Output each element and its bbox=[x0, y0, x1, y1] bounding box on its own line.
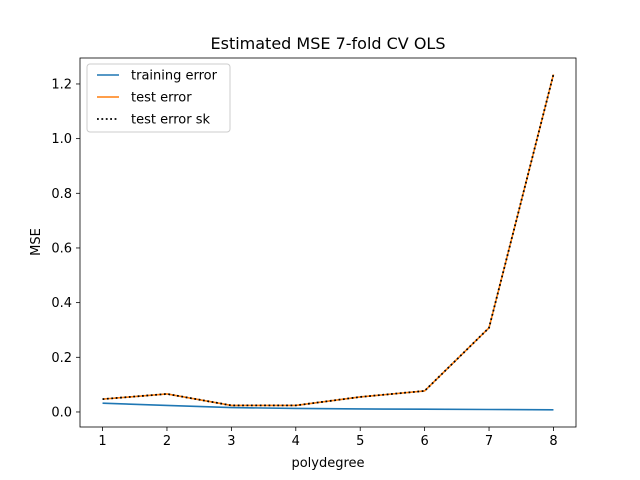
legend-label: test error sk bbox=[131, 113, 210, 128]
x-axis-ticks: 1 2 3 4 5 6 7 8 bbox=[98, 427, 558, 449]
x-tick-label: 8 bbox=[549, 434, 557, 449]
y-tick-label: 0.6 bbox=[51, 241, 72, 256]
chart-title: Estimated MSE 7-fold CV OLS bbox=[211, 34, 446, 53]
y-axis-ticks: 0.0 0.2 0.4 0.6 0.8 1.0 1.2 bbox=[51, 77, 80, 420]
plot-lines bbox=[102, 74, 555, 411]
legend-label: training error bbox=[131, 69, 218, 84]
y-tick-label: 0.2 bbox=[51, 351, 72, 366]
x-tick-label: 1 bbox=[98, 434, 106, 449]
x-tick-label: 5 bbox=[356, 434, 364, 449]
y-tick-label: 1.2 bbox=[51, 77, 72, 92]
series-line-2 bbox=[102, 74, 555, 407]
x-tick-label: 7 bbox=[485, 434, 493, 449]
x-axis-label: polydegree bbox=[291, 456, 364, 471]
x-tick-label: 6 bbox=[420, 434, 428, 449]
series-line-0 bbox=[102, 402, 554, 411]
legend: training error test error test error sk bbox=[86, 63, 231, 133]
y-tick-label: 0.4 bbox=[51, 296, 72, 311]
y-axis-label: MSE bbox=[29, 228, 44, 256]
plot-frame bbox=[79, 57, 577, 428]
legend-label: test error bbox=[131, 91, 192, 106]
y-tick-label: 0.0 bbox=[51, 405, 72, 420]
x-tick-label: 2 bbox=[163, 434, 171, 449]
legend-box bbox=[86, 63, 231, 133]
x-tick-label: 4 bbox=[292, 434, 300, 449]
y-tick-label: 0.8 bbox=[51, 187, 72, 202]
x-tick-label: 3 bbox=[227, 434, 235, 449]
y-tick-label: 1.0 bbox=[51, 132, 72, 147]
